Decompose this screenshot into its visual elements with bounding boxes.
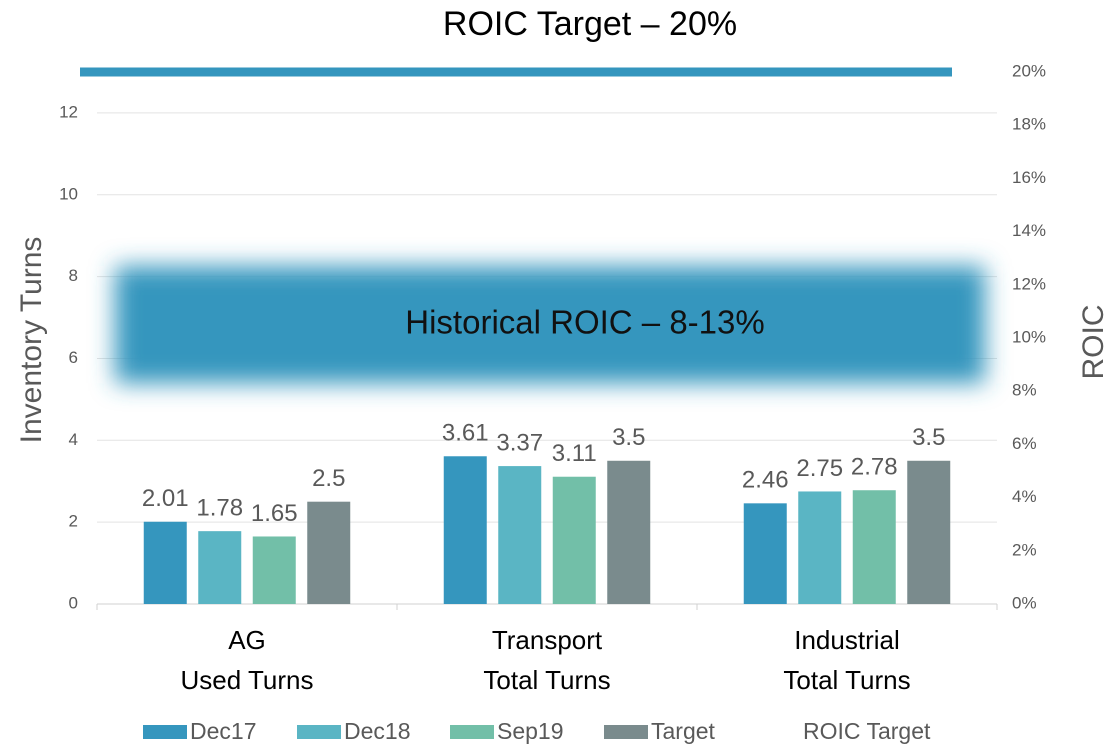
y2-tick-label: 6% — [1012, 434, 1037, 453]
x-tick-label-line: Used Turns — [181, 665, 314, 695]
y2-tick-label: 16% — [1012, 168, 1046, 187]
chart-title: ROIC Target – 20% — [443, 5, 737, 43]
legend-swatch — [450, 725, 494, 739]
data-label: 2.46 — [742, 467, 789, 494]
bar — [607, 460, 651, 604]
data-label: 3.5 — [912, 424, 945, 451]
historical-band — [115, 266, 985, 384]
y-tick-label: 0 — [69, 593, 78, 612]
y2-tick-label: 2% — [1012, 540, 1037, 559]
y2-tick-label: 10% — [1012, 327, 1046, 346]
x-tick-label: Industrial Total Turns — [783, 625, 910, 695]
x-tick-label: AG Used Turns — [181, 625, 314, 695]
y-tick-label: 2 — [69, 512, 78, 531]
bar — [252, 536, 296, 604]
y2-tick-label: 20% — [1012, 61, 1046, 80]
data-label: 1.65 — [251, 500, 298, 527]
legend-swatch — [297, 725, 341, 739]
x-tick-label-line: Transport — [492, 625, 603, 655]
bar — [143, 521, 187, 604]
bar — [798, 491, 842, 604]
bar — [198, 531, 242, 604]
data-label: 2.75 — [796, 455, 843, 482]
legend-label: Target — [651, 718, 716, 744]
y-tick-label: 8 — [69, 266, 78, 285]
bar — [498, 466, 542, 604]
data-label: 2.78 — [851, 454, 898, 481]
y2-tick-label: 4% — [1012, 487, 1037, 506]
x-tick-label-line: Total Turns — [783, 665, 910, 695]
y-tick-label: 4 — [69, 430, 78, 449]
data-label: 2.5 — [312, 465, 345, 492]
y2-tick-label: 14% — [1012, 221, 1046, 240]
bar — [743, 503, 787, 604]
legend-label: Dec18 — [344, 718, 410, 744]
data-label: 1.78 — [196, 495, 243, 522]
x-tick-label: Transport Total Turns — [483, 625, 610, 695]
y2-tick-label: 18% — [1012, 115, 1046, 134]
data-label: 3.37 — [496, 429, 543, 456]
legend-swatch — [143, 725, 187, 739]
legend-label: ROIC Target — [803, 718, 931, 744]
legend-label: Dec17 — [190, 718, 256, 744]
bar — [552, 476, 596, 604]
bar — [907, 460, 951, 604]
bar — [443, 456, 487, 604]
y2-tick-label: 8% — [1012, 381, 1037, 400]
legend-label: Sep19 — [497, 718, 564, 744]
bar — [307, 501, 351, 604]
y-tick-label: 6 — [69, 348, 78, 367]
bar — [852, 490, 896, 604]
band-label: Historical ROIC – 8-13% — [405, 303, 764, 340]
y2-tick-label: 0% — [1012, 593, 1037, 612]
x-tick-label-line: AG — [228, 625, 266, 655]
x-tick-label-line: Total Turns — [483, 665, 610, 695]
y2-tick-label: 12% — [1012, 274, 1046, 293]
data-label: 3.61 — [442, 420, 489, 447]
x-tick-label-line: Industrial — [794, 625, 900, 655]
data-label: 2.01 — [142, 485, 189, 512]
y-tick-label: 10 — [59, 184, 78, 203]
y-tick-label: 12 — [59, 102, 78, 121]
data-label: 3.11 — [552, 440, 597, 467]
data-label: 3.5 — [612, 424, 645, 451]
y2-axis-label: ROIC — [1077, 305, 1110, 380]
y-axis-label: Inventory Turns — [15, 237, 48, 444]
legend-swatch — [604, 725, 648, 739]
